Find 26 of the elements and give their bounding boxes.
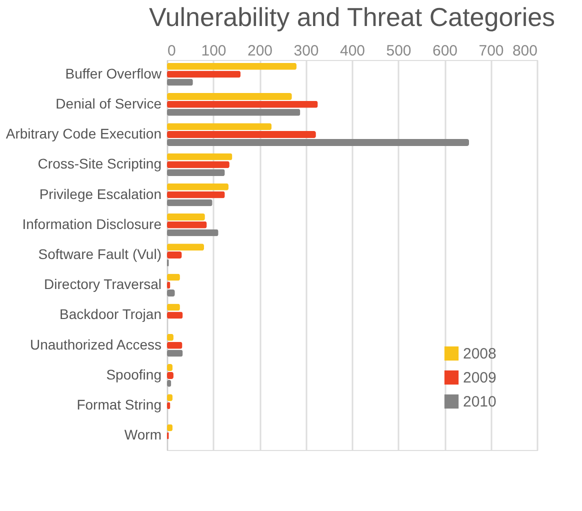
x-tick-label: 100 (201, 42, 226, 60)
y-tick-label: Denial of Service (56, 95, 162, 112)
x-tick-label: 200 (247, 42, 273, 60)
x-tick-label: 600 (432, 42, 458, 60)
y-tick-label: Format String (76, 396, 162, 413)
y-tick-label: Information Disclosure (22, 216, 162, 232)
x-tick-label: 300 (294, 42, 319, 60)
y-tick-label: Backdoor Trojan (60, 306, 162, 322)
y-tick-label: Unauthorized Access (30, 336, 162, 352)
x-tick-label: 800 (512, 42, 538, 60)
y-tick-label: Cross-Site Scripting (38, 156, 162, 172)
x-tick-label: 0 (168, 42, 176, 60)
y-tick-label: Spoofing (106, 366, 162, 382)
y-tick-label: Software Fault (Vul) (38, 246, 162, 262)
legend-label: 2009 (463, 370, 496, 386)
x-tick-label: 700 (478, 42, 504, 60)
x-tick-label: 400 (340, 42, 366, 60)
y-tick-label: Arbitrary Code Execution (6, 126, 162, 142)
y-tick-label: Buffer Overflow (65, 65, 162, 82)
x-tick-label: 500 (386, 42, 412, 60)
y-tick-label: Worm (124, 426, 162, 443)
chart-title: Vulnerability and Threat Categories (148, 2, 556, 32)
y-tick-label: Directory Traversal (44, 276, 162, 292)
legend-label: 2010 (463, 394, 496, 410)
y-tick-label: Privilege Escalation (39, 186, 162, 202)
legend-label: 2008 (463, 346, 496, 362)
